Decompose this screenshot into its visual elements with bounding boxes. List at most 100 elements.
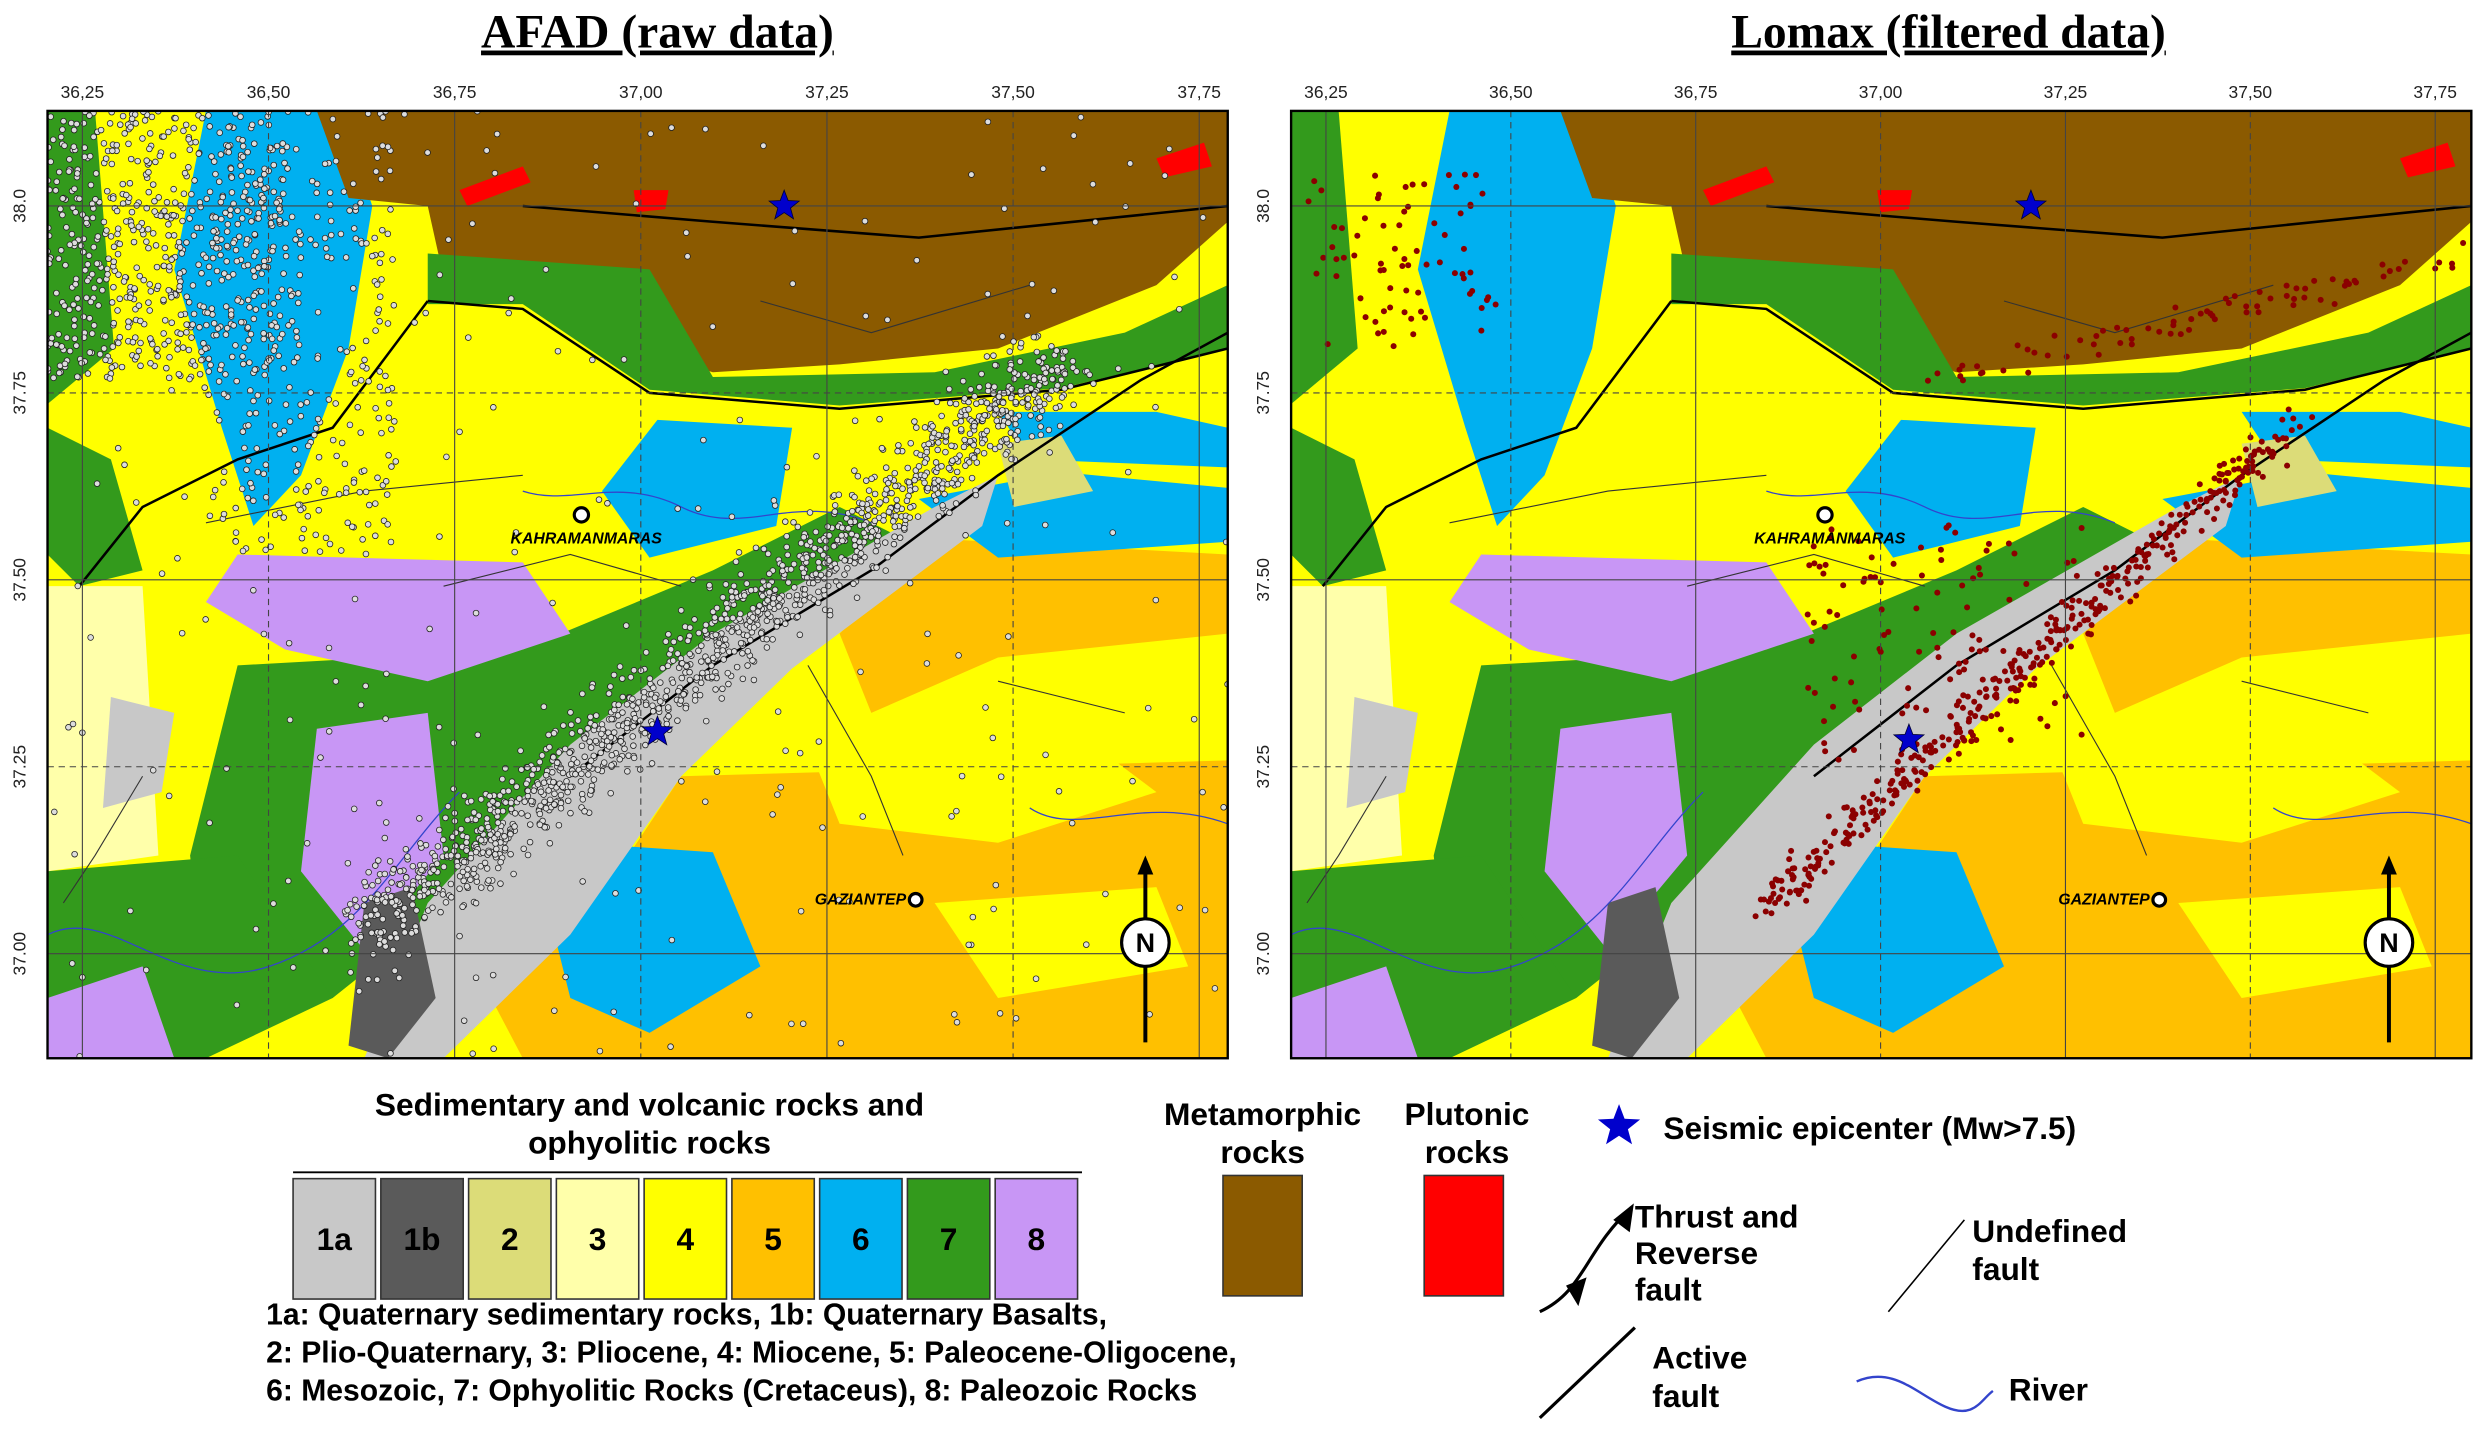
swatch: [643, 1177, 728, 1300]
legend-label: Thrust and: [1635, 1199, 1799, 1235]
legend-label: fault: [1652, 1378, 1719, 1414]
earthquake-point: [149, 230, 157, 237]
earthquake-point: [1955, 750, 1962, 757]
earthquake-point: [456, 932, 463, 940]
earthquake-point: [1821, 868, 1828, 875]
earthquake-point: [233, 257, 241, 265]
earthquake-point: [1024, 312, 1031, 320]
earthquake-point: [794, 523, 802, 531]
earthquake-point: [105, 255, 112, 262]
earthquake-point: [463, 883, 471, 890]
earthquake-point: [271, 422, 279, 429]
earthquake-point: [383, 670, 390, 678]
earthquake-point: [892, 512, 900, 520]
earthquake-point: [332, 678, 340, 685]
earthquake-point: [1813, 847, 1820, 854]
earthquake-point: [1201, 906, 1209, 914]
earthquake-point: [152, 158, 159, 166]
earthquake-point: [243, 466, 250, 473]
earthquake-point: [381, 899, 389, 906]
earthquake-point: [250, 267, 257, 274]
earthquake-point: [2078, 610, 2085, 617]
earthquake-point: [2097, 602, 2104, 609]
earthquake-point: [885, 508, 893, 516]
earthquake-point: [2125, 580, 2132, 587]
earthquake-point: [677, 607, 685, 614]
earthquake-point: [73, 120, 80, 128]
earthquake-point: [120, 278, 128, 285]
earthquake-point: [276, 430, 284, 438]
earthquake-point: [205, 112, 212, 119]
earthquake-point: [1021, 371, 1029, 378]
earthquake-point: [2063, 353, 2070, 360]
earthquake-point: [294, 461, 302, 468]
earthquake-point: [2379, 261, 2386, 268]
earthquake-point: [143, 238, 150, 246]
earthquake-point: [1821, 740, 1828, 747]
earthquake-point: [2073, 572, 2080, 579]
earthquake-point: [275, 205, 283, 213]
earthquake-point: [832, 577, 840, 585]
earthquake-point: [189, 282, 197, 289]
earthquake-point: [2006, 596, 2013, 603]
earthquake-point: [1056, 422, 1064, 430]
earthquake-point: [1976, 636, 1983, 643]
earthquake-point: [346, 421, 354, 429]
earthquake-point: [2225, 300, 2232, 307]
earthquake-point: [620, 356, 628, 363]
earthquake-point: [2182, 519, 2189, 526]
earthquake-point: [1380, 308, 1387, 315]
earthquake-point: [697, 679, 705, 687]
earthquake-point: [1045, 426, 1053, 434]
earthquake-point: [2101, 605, 2108, 612]
earthquake-point: [657, 679, 664, 686]
earthquake-point: [192, 138, 199, 146]
earthquake-point: [73, 342, 80, 349]
earthquake-point: [1976, 703, 1983, 710]
earthquake-point: [209, 493, 217, 501]
earthquake-point: [739, 650, 746, 657]
earthquake-point: [1190, 715, 1198, 723]
earthquake-point: [372, 168, 380, 175]
earthquake-point: [2380, 273, 2387, 280]
earthquake-point: [2138, 549, 2145, 556]
earthquake-point: [2272, 433, 2279, 440]
earthquake-point: [1859, 804, 1866, 811]
earthquake-point: [372, 145, 380, 153]
earthquake-point: [193, 224, 201, 232]
earthquake-point: [815, 564, 823, 572]
earthquake-point: [536, 821, 544, 828]
earthquake-point: [2293, 285, 2300, 292]
earthquake-point: [205, 280, 213, 287]
earthquake-point: [629, 695, 636, 703]
earthquake-point: [989, 734, 997, 742]
earthquake-point: [402, 885, 410, 893]
x-tick-label: 37,50: [991, 82, 1035, 102]
y-tick-label: 37.25: [1253, 745, 1273, 789]
earthquake-point: [2143, 541, 2150, 548]
earthquake-point: [373, 976, 381, 983]
earthquake-point: [619, 709, 626, 716]
earthquake-point: [1923, 707, 1930, 714]
city-label: KAHRAMANMARAS: [1754, 530, 1906, 547]
earthquake-point: [109, 343, 117, 350]
earthquake-point: [541, 824, 549, 831]
earthquake-point: [793, 591, 801, 599]
earthquake-point: [382, 478, 390, 485]
earthquake-point: [203, 321, 210, 329]
earthquake-point: [2097, 582, 2104, 589]
earthquake-point: [957, 417, 965, 425]
earthquake-point: [182, 121, 190, 129]
earthquake-point: [97, 126, 105, 134]
swatch-label: 7: [940, 1221, 958, 1257]
earthquake-point: [2196, 503, 2203, 510]
earthquake-point: [243, 207, 251, 214]
earthquake-point: [232, 504, 239, 512]
y-tick-label: 38.0: [1253, 189, 1273, 223]
earthquake-point: [698, 658, 705, 665]
earthquake-point: [857, 668, 864, 676]
earthquake-point: [907, 440, 914, 447]
earthquake-point: [1902, 777, 1909, 784]
earthquake-point: [215, 378, 223, 385]
earthquake-point: [2346, 281, 2353, 288]
